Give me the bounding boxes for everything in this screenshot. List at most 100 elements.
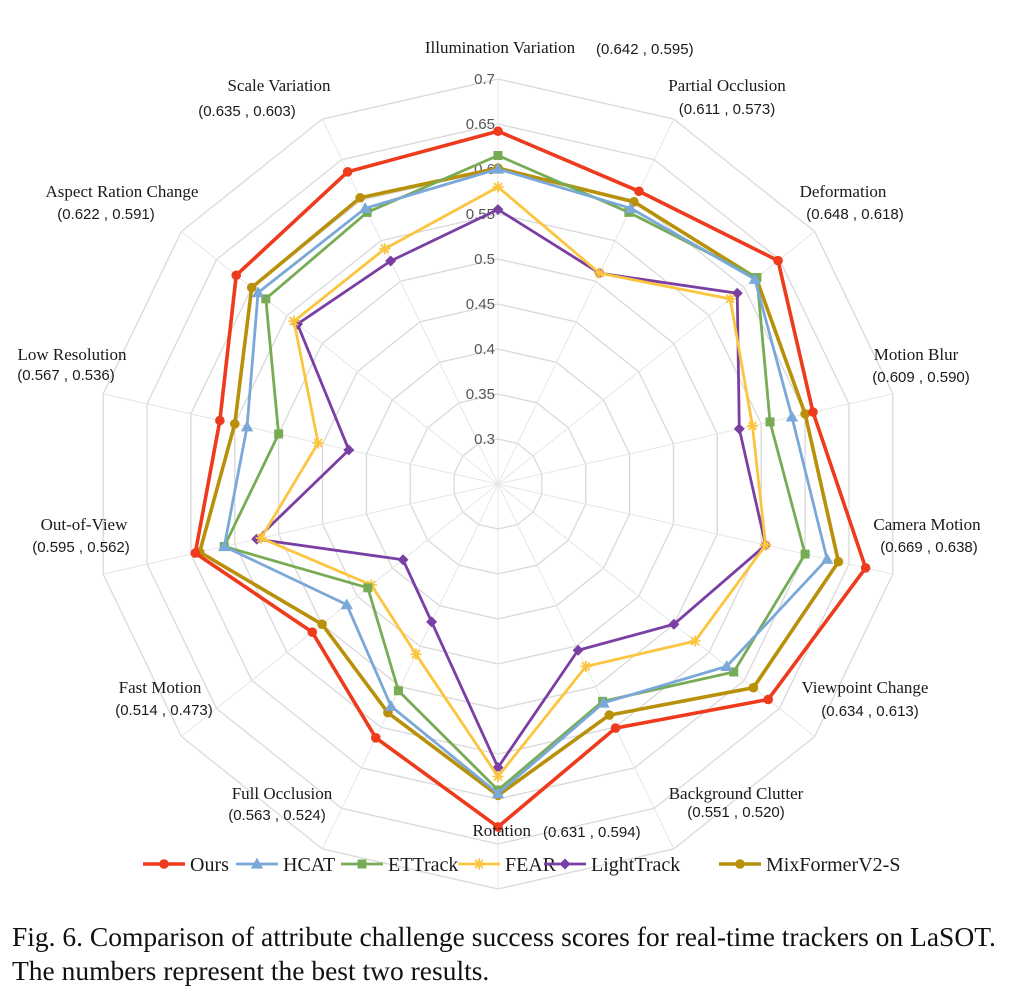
series-fear	[255, 181, 772, 782]
attribute-name: Deformation	[800, 182, 887, 201]
data-point-marker	[748, 682, 759, 693]
legend-item-ours: Ours	[143, 854, 229, 876]
grid-spoke	[497, 231, 815, 485]
data-point-marker	[288, 315, 300, 327]
data-point-marker	[492, 771, 504, 782]
data-point-marker	[190, 548, 201, 558]
series-ours	[190, 126, 871, 832]
data-point-marker	[604, 710, 615, 720]
data-point-marker	[720, 660, 733, 672]
best-two-scores: (0.634 , 0.613)	[821, 703, 919, 720]
data-point-marker	[261, 294, 271, 304]
data-point-marker	[397, 554, 409, 566]
data-point-marker	[833, 556, 844, 567]
attribute-name: Full Occlusion	[232, 784, 333, 803]
attribute-name: Rotation	[472, 821, 531, 840]
data-point-marker	[800, 549, 810, 559]
data-point-marker	[312, 437, 324, 449]
best-two-scores: (0.609 , 0.590)	[872, 369, 970, 386]
data-point-marker	[610, 723, 621, 733]
series-line	[255, 208, 768, 769]
data-point-marker	[624, 202, 637, 213]
best-two-scores: (0.635 , 0.603)	[198, 103, 296, 120]
data-point-marker	[492, 204, 504, 215]
series-hcat	[218, 162, 834, 799]
data-point-marker	[597, 696, 610, 708]
data-point-marker	[229, 419, 240, 429]
axis-label-out-of-view: Out-of-View (0.595 , 0.562)	[32, 515, 130, 556]
data-point-marker	[634, 186, 644, 197]
radial-tick-label: 0.45	[466, 296, 495, 313]
axis-labels: Illumination Variation (0.642 , 0.595) Par…	[17, 38, 981, 841]
data-point-marker	[393, 686, 403, 696]
figure-caption: Fig. 6. Comparison of attribute challeng…	[12, 921, 996, 986]
best-two-scores: (0.611 , 0.573)	[679, 101, 775, 118]
legend-label: ETTrack	[388, 854, 458, 876]
data-point-marker	[240, 420, 254, 432]
data-point-marker	[808, 407, 818, 417]
axis-label-deformation: Deformation (0.648 , 0.618)	[800, 182, 904, 223]
data-point-marker	[384, 699, 398, 711]
data-point-marker	[800, 409, 810, 419]
axis-label-aspect-ration-change: Aspect Ration Change (0.622 , 0.591)	[46, 182, 199, 223]
attribute-name: Motion Blur	[874, 345, 959, 364]
data-point-marker	[342, 167, 353, 177]
data-point-marker	[246, 282, 257, 293]
grid-spoke	[321, 118, 499, 485]
attribute-name: Scale Variation	[227, 76, 331, 95]
data-point-marker	[343, 444, 355, 456]
grid-spoke	[497, 483, 893, 575]
legend-item-ettrack: ETTrack	[341, 854, 458, 876]
grid-spoke	[497, 118, 675, 485]
attribute-name: Background Clutter	[669, 784, 804, 803]
axis-label-illumination-variation: Illumination Variation (0.642 , 0.595)	[425, 38, 694, 58]
data-point-marker	[385, 255, 397, 267]
data-point-marker	[729, 667, 739, 677]
data-point-marker	[735, 859, 745, 869]
data-point-marker	[748, 272, 762, 284]
legend-label: LightTrack	[591, 854, 680, 876]
data-point-marker	[763, 694, 774, 705]
axis-label-motion-blur: Motion Blur (0.609 , 0.590)	[872, 345, 970, 386]
axis-label-low-resolution: Low Resolution (0.567 , 0.536)	[17, 345, 127, 384]
data-point-marker	[689, 635, 701, 647]
axis-label-viewpoint-change: Viewpoint Change (0.634 , 0.613)	[802, 678, 929, 720]
best-two-scores: (0.642 , 0.595)	[596, 41, 694, 58]
data-point-marker	[255, 532, 267, 544]
data-point-marker	[410, 648, 422, 660]
legend-item-lighttrack: LightTrack	[544, 854, 680, 876]
data-point-marker	[370, 733, 381, 743]
data-point-marker	[340, 598, 353, 610]
data-point-marker	[580, 660, 592, 672]
data-point-marker	[493, 822, 503, 832]
data-point-marker	[426, 616, 438, 628]
data-point-marker	[491, 162, 505, 174]
legend-item-fear: FEAR	[458, 854, 557, 876]
series-layer	[190, 126, 871, 832]
attribute-name: Camera Motion	[873, 515, 981, 534]
grid-spoke	[181, 483, 499, 737]
best-two-scores: (0.595 , 0.562)	[32, 539, 130, 556]
data-point-marker	[731, 287, 743, 299]
data-point-marker	[559, 858, 571, 870]
legend-item-mixformerv2-s: MixFormerV2-S	[719, 854, 900, 876]
legend-item-hcat: HCAT	[236, 854, 335, 876]
data-point-marker	[733, 423, 745, 435]
series-ettrack	[219, 151, 810, 795]
data-point-marker	[317, 619, 327, 630]
grid-spoke	[103, 483, 499, 575]
data-point-marker	[231, 270, 242, 281]
grid-spoke	[497, 393, 893, 485]
axis-label-rotation: Rotation (0.631 , 0.594)	[472, 821, 640, 841]
data-point-marker	[765, 417, 775, 427]
best-two-scores: (0.514 , 0.473)	[115, 702, 213, 719]
data-point-marker	[724, 293, 736, 305]
data-point-marker	[274, 429, 284, 439]
data-point-marker	[307, 627, 318, 637]
data-point-marker	[820, 552, 834, 564]
radial-tick-label: 0.3	[474, 431, 495, 448]
best-two-scores: (0.669 , 0.638)	[880, 539, 978, 556]
data-point-marker	[250, 857, 264, 869]
data-point-marker	[473, 858, 485, 870]
series-lighttrack	[251, 204, 772, 773]
